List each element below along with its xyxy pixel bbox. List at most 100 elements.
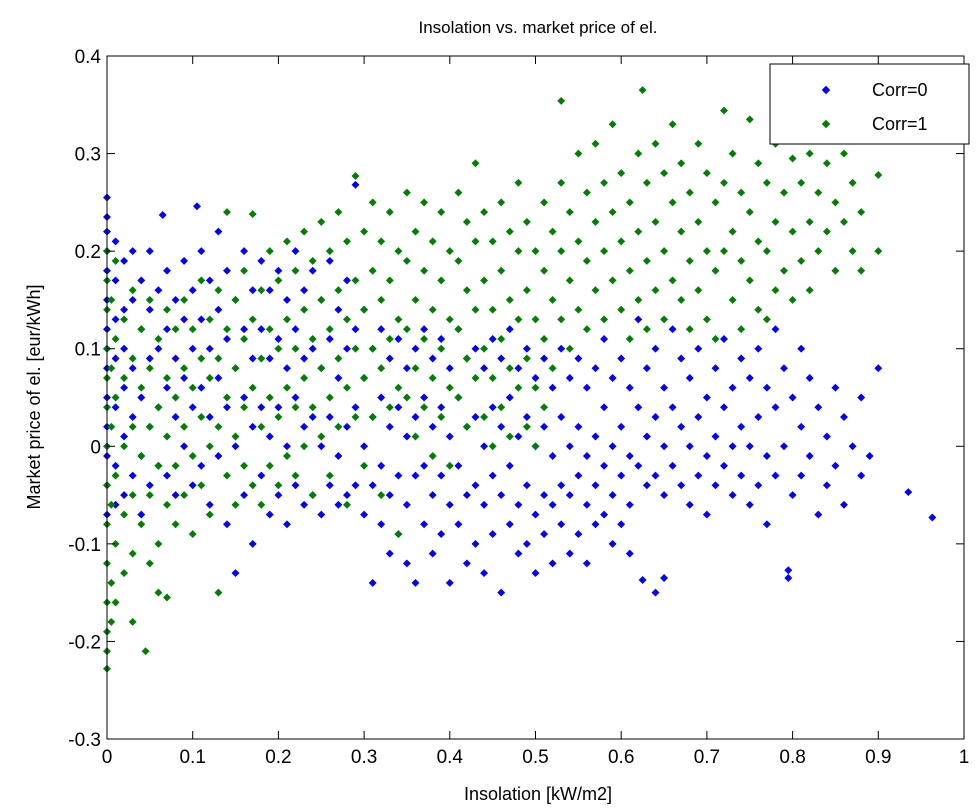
- data-point-s1-43: [145, 364, 154, 373]
- data-point-s1-213: [505, 227, 514, 236]
- data-point-s1-107: [274, 413, 283, 421]
- data-point-s0-95: [257, 471, 266, 480]
- data-point-s0-118: [308, 413, 317, 421]
- data-point-s0-133: [343, 344, 351, 353]
- data-point-s1-182: [437, 276, 446, 285]
- data-point-s1-129: [325, 247, 334, 256]
- x-tick-label: 0: [102, 747, 113, 768]
- data-point-s1-119: [300, 374, 309, 382]
- data-point-s0-101: [274, 335, 283, 343]
- x-axis-label: Insolation [kW/m2]: [464, 784, 612, 804]
- data-point-s0-78: [223, 403, 231, 412]
- data-point-s0-98: [265, 432, 274, 441]
- data-point-s0-200: [488, 335, 497, 343]
- data-point-s0-28: [128, 295, 137, 304]
- data-point-s0-176: [437, 335, 446, 343]
- data-point-s0-18: [111, 403, 120, 412]
- data-point-s1-127: [317, 364, 326, 373]
- data-point-s0-73: [214, 305, 223, 314]
- data-point-s0-100: [274, 266, 283, 275]
- data-point-s1-147: [360, 374, 369, 382]
- data-point-s1-115: [291, 403, 300, 412]
- data-point-s1-100: [257, 500, 266, 509]
- data-point-s0-152: [385, 354, 394, 363]
- data-point-s0-92: [257, 256, 266, 265]
- data-point-s0-104: [283, 295, 291, 304]
- data-point-s0-21: [120, 256, 129, 265]
- data-point-s0-162: [402, 500, 411, 509]
- data-point-s1-65: [188, 325, 197, 334]
- data-point-s0-146: [368, 481, 377, 490]
- data-point-s1-158: [385, 276, 394, 285]
- data-point-s0-149: [377, 393, 386, 402]
- data-point-s0-138: [351, 403, 360, 412]
- data-point-s0-124: [325, 256, 334, 265]
- data-point-s0-106: [283, 442, 291, 451]
- data-point-s0-172: [428, 354, 437, 363]
- data-point-s1-146: [360, 305, 369, 314]
- data-point-s1-123: [308, 403, 317, 412]
- x-tick-label: 0.7: [694, 747, 720, 768]
- data-point-s1-211: [497, 335, 506, 343]
- data-point-s0-71: [205, 500, 214, 509]
- data-point-s1-201: [480, 208, 489, 217]
- x-tick-label: 0.4: [437, 747, 464, 768]
- data-point-s1-101: [265, 247, 274, 256]
- y-tick-label: 0.2: [75, 242, 101, 263]
- data-point-s0-170: [420, 461, 429, 470]
- data-point-s0-197: [480, 442, 489, 451]
- data-point-s1-152: [368, 413, 377, 421]
- data-point-s1-63: [180, 422, 189, 431]
- data-point-s0-131: [334, 500, 343, 509]
- data-point-s1-175: [420, 335, 429, 343]
- data-point-s0-31: [128, 471, 137, 480]
- y-tick-label: 0.4: [75, 47, 102, 68]
- data-point-s1-42: [145, 295, 154, 304]
- data-point-s1-189: [454, 188, 463, 197]
- data-point-s0-25: [120, 432, 129, 441]
- data-point-s0-30: [128, 413, 137, 421]
- data-point-s0-129: [334, 374, 343, 382]
- data-point-s0-198: [480, 500, 489, 509]
- data-point-s0-204: [497, 354, 506, 363]
- data-point-s0-122: [317, 442, 326, 451]
- data-point-s1-32: [128, 354, 137, 363]
- data-point-s0-26: [120, 491, 129, 500]
- data-point-s0-142: [360, 442, 369, 451]
- data-point-s1-199: [471, 305, 480, 314]
- data-point-s1-205: [488, 237, 497, 246]
- data-point-s0-181: [445, 432, 454, 441]
- data-point-s1-112: [283, 452, 291, 460]
- data-point-s1-58: [171, 393, 180, 402]
- data-point-s1-130: [325, 325, 334, 334]
- data-point-s0-59: [188, 286, 197, 295]
- data-point-s0-56: [180, 315, 189, 324]
- data-point-s0-20: [111, 500, 120, 509]
- data-point-s0-58: [180, 442, 189, 451]
- data-point-s1-45: [145, 491, 154, 500]
- data-point-s0-154: [385, 491, 394, 500]
- data-point-s0-177: [437, 403, 446, 412]
- data-point-s0-88: [248, 286, 257, 295]
- data-point-s0-97: [265, 354, 274, 363]
- data-point-s1-26: [120, 315, 129, 324]
- data-point-s1-172: [411, 432, 420, 441]
- data-point-s0-180: [445, 364, 454, 373]
- y-tick-label: -0.2: [68, 632, 101, 653]
- data-point-s1-135: [334, 354, 343, 363]
- data-point-s1-55: [163, 500, 171, 509]
- data-point-s0-126: [325, 413, 334, 421]
- x-tick-label: 0.9: [865, 747, 891, 768]
- data-point-s1-142: [351, 276, 360, 285]
- data-point-s1-38: [137, 383, 146, 392]
- data-point-s0-82: [231, 442, 240, 451]
- data-point-s1-33: [128, 422, 137, 431]
- data-point-s1-17: [107, 500, 116, 509]
- data-point-s0-23: [120, 344, 129, 353]
- data-point-s1-122: [308, 335, 317, 343]
- data-point-s0-150: [377, 461, 386, 470]
- data-point-s0-69: [205, 344, 214, 353]
- data-point-s1-131: [325, 393, 334, 402]
- data-point-s1-70: [197, 354, 206, 363]
- data-point-s0-110: [291, 393, 300, 402]
